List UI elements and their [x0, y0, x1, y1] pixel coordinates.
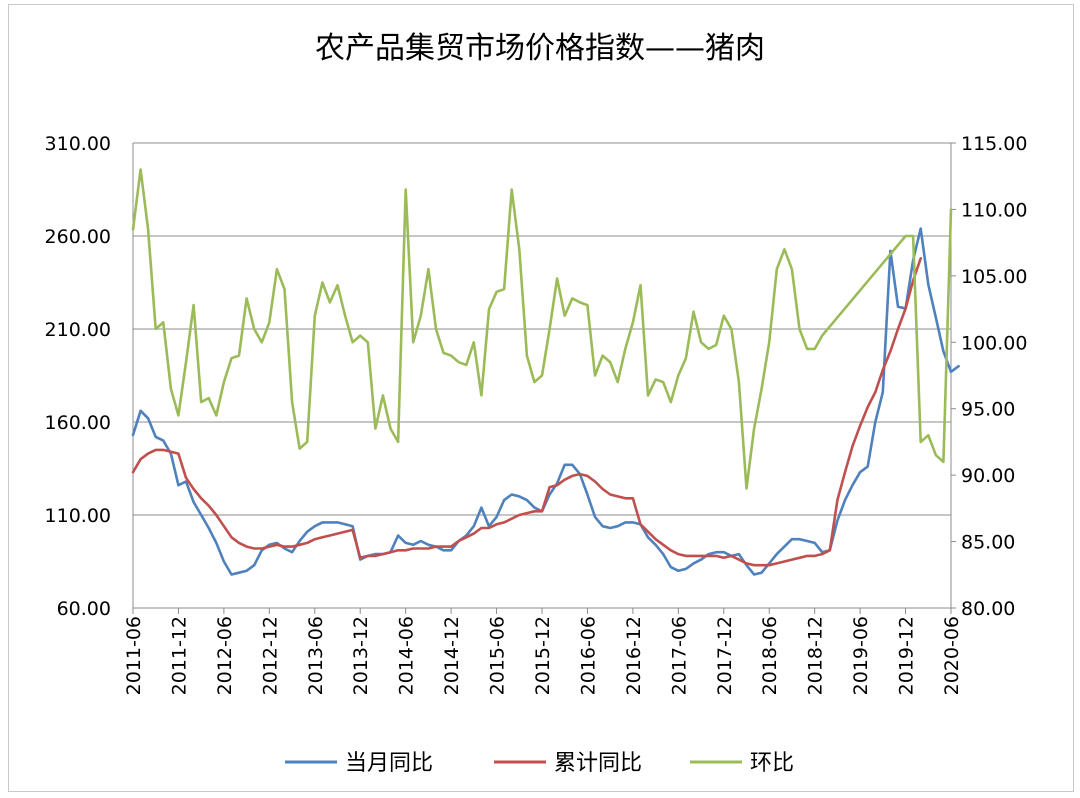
- x-tick-label: 2011-06: [123, 616, 145, 695]
- y-right-tick-label: 100.00: [961, 332, 1027, 354]
- legend-label-2: 累计同比: [554, 751, 642, 776]
- x-tick-label: 2017-12: [714, 616, 736, 695]
- x-tick-label: 2014-06: [396, 616, 418, 695]
- legend-label-1: 当月同比: [345, 751, 433, 776]
- y-right-tick-label: 90.00: [961, 465, 1015, 487]
- x-tick-label: 2016-06: [577, 616, 599, 695]
- series-line-3: [131, 168, 953, 490]
- y-right-tick-label: 85.00: [961, 532, 1015, 554]
- x-tick-label: 2019-06: [850, 616, 872, 695]
- x-tick-label: 2017-06: [668, 616, 690, 695]
- y-right-tick-label: 115.00: [961, 133, 1027, 155]
- chart-title: 农产品集贸市场价格指数——猪肉: [315, 31, 765, 66]
- x-tick-label: 2013-06: [305, 616, 327, 695]
- x-tick-label: 2011-12: [168, 616, 190, 695]
- x-tick-label: 2012-12: [259, 616, 281, 695]
- x-tick-label: 2020-06: [941, 616, 963, 695]
- gridlines: [133, 142, 951, 516]
- chart-frame: [8, 4, 1074, 792]
- series-line-2: [131, 256, 923, 567]
- x-tick-label: 2019-12: [896, 616, 918, 695]
- y-right-tick-label: 110.00: [961, 199, 1027, 221]
- series: [131, 168, 960, 576]
- y-right-tick-label: 95.00: [961, 399, 1015, 421]
- x-tick-label: 2012-06: [214, 616, 236, 695]
- y-left-tick-label: 210.00: [45, 319, 111, 341]
- y-left-tick-label: 260.00: [45, 226, 111, 248]
- x-tick-label: 2016-12: [623, 616, 645, 695]
- x-tick-label: 2015-12: [532, 616, 554, 695]
- legend-label-3: 环比: [750, 751, 794, 776]
- x-tick-label: 2013-12: [350, 616, 372, 695]
- y-left-tick-label: 310.00: [45, 133, 111, 155]
- y-left-tick-label: 110.00: [45, 505, 111, 527]
- x-tick-label: 2014-12: [441, 616, 463, 695]
- x-tick-label: 2018-06: [759, 616, 781, 695]
- y-left-tick-label: 160.00: [45, 412, 111, 434]
- x-tick-label: 2018-12: [805, 616, 827, 695]
- y-right-tick-label: 105.00: [961, 266, 1027, 288]
- axes: 310.00 260.00 210.00 160.00 110.00 60.00 115.0…: [45, 133, 1028, 695]
- x-tick-label: 2015-06: [487, 616, 509, 695]
- y-right-tick-label: 80.00: [961, 598, 1015, 620]
- y-left-tick-label: 60.00: [57, 598, 111, 620]
- legend: 当月同比 累计同比 环比: [285, 751, 794, 776]
